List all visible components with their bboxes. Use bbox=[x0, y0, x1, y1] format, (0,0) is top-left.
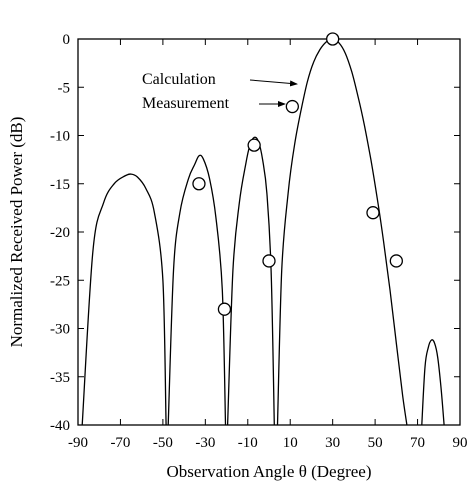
y-tick-label: -10 bbox=[50, 129, 70, 145]
measurement-point bbox=[285, 99, 299, 114]
calculation-series bbox=[81, 38, 445, 426]
x-tick-label: -70 bbox=[110, 435, 130, 451]
measurement-point bbox=[217, 302, 232, 316]
y-tick-label: -15 bbox=[50, 177, 70, 193]
calculation-lobe-1 bbox=[81, 173, 167, 426]
x-tick-label: -30 bbox=[195, 435, 215, 451]
x-tick-label: 90 bbox=[453, 435, 468, 451]
calculation-lobe-4 bbox=[276, 38, 408, 426]
x-axis-title: Observation Angle θ (Degree) bbox=[167, 462, 372, 481]
calculation-lobe-3 bbox=[226, 136, 275, 426]
calculation-arrow bbox=[249, 79, 298, 87]
measurement-point bbox=[262, 254, 276, 268]
measurement-point bbox=[366, 206, 380, 220]
y-axis-title: Normalized Received Power (dB) bbox=[7, 117, 26, 348]
y-tick-label: -20 bbox=[50, 225, 70, 241]
x-axis-ticks: -90 -70 -50 -30 -10 10 30 50 70 90 bbox=[68, 39, 468, 451]
measurement-series bbox=[192, 32, 403, 316]
measurement-annotation: Measurement bbox=[142, 95, 230, 112]
x-tick-label: 10 bbox=[283, 435, 298, 451]
x-tick-label: -10 bbox=[238, 435, 258, 451]
measurement-point bbox=[192, 177, 206, 191]
calculation-annotation: Calculation bbox=[142, 71, 216, 88]
y-tick-label: -30 bbox=[50, 322, 70, 338]
y-axis-ticks: 0 -5 -10 -15 -20 -25 -30 -35 -40 bbox=[50, 32, 460, 434]
calculation-lobe-5 bbox=[421, 339, 445, 426]
x-tick-label: -50 bbox=[153, 435, 173, 451]
y-tick-label: -25 bbox=[50, 273, 70, 289]
x-tick-label: -90 bbox=[68, 435, 88, 451]
y-tick-label: -40 bbox=[50, 418, 70, 434]
x-tick-label: 50 bbox=[368, 435, 383, 451]
y-tick-label: -5 bbox=[58, 80, 71, 96]
measurement-point bbox=[389, 254, 403, 268]
measurement-point bbox=[247, 138, 261, 152]
y-tick-label: -35 bbox=[50, 370, 70, 386]
x-tick-label: 30 bbox=[325, 435, 340, 451]
x-tick-label: 70 bbox=[410, 435, 425, 451]
measurement-point bbox=[326, 32, 340, 46]
calculation-lobe-2 bbox=[167, 154, 227, 426]
y-tick-label: 0 bbox=[63, 32, 71, 48]
